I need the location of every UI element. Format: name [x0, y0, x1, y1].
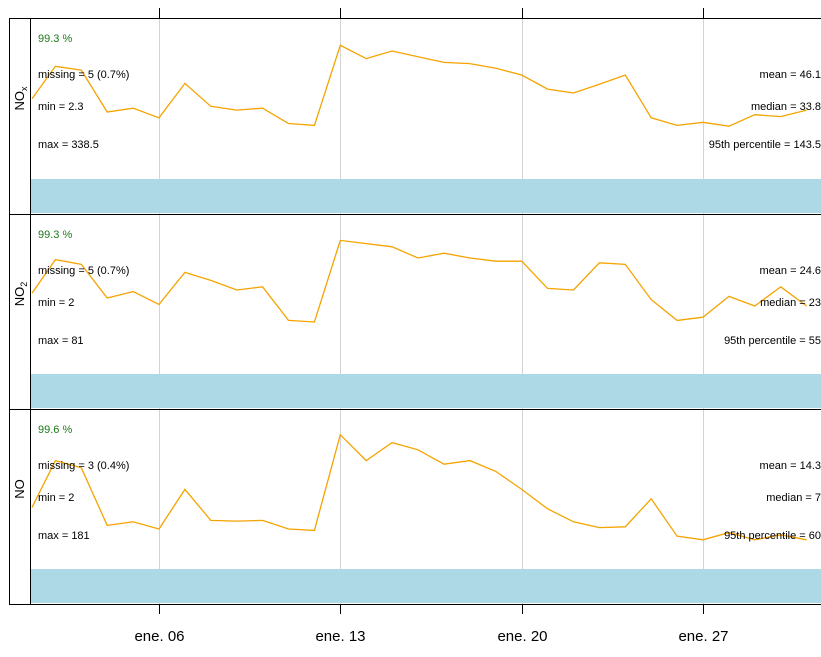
- panel-label-no: NO: [12, 479, 27, 499]
- stat-right-no2-1: mean = 24.6: [760, 265, 821, 277]
- stat-right-no-1: mean = 14.3: [760, 460, 821, 472]
- stat-right-no-3: 95th percentile = 60: [724, 530, 821, 542]
- capture-bar-no: [31, 569, 821, 603]
- panel-label-subscript: 2: [19, 282, 29, 287]
- panel-label-main: NO: [12, 91, 27, 111]
- stat-left-no2-3: max = 81: [38, 335, 84, 347]
- series-line-nox: [32, 45, 807, 126]
- stat-right-nox-3: 95th percentile = 143.5: [709, 139, 821, 151]
- capture-bar-no2: [31, 374, 821, 408]
- x-tick-label-1: ene. 06: [134, 628, 184, 645]
- panel-label-main: NO: [12, 287, 27, 307]
- series-line-no: [32, 435, 807, 540]
- x-tick-label-2: ene. 13: [315, 628, 365, 645]
- percent-no2: 99.3 %: [38, 229, 72, 241]
- stat-left-nox-3: max = 338.5: [38, 139, 99, 151]
- panel-label-main: NO: [12, 479, 27, 499]
- capture-bar-nox: [31, 179, 821, 213]
- series-line-no2: [32, 240, 807, 322]
- stat-left-nox-2: min = 2.3: [38, 101, 84, 113]
- x-tick-label-3: ene. 20: [497, 628, 547, 645]
- stat-left-no2-2: min = 2: [38, 297, 74, 309]
- stat-right-no2-2: median = 23: [760, 297, 821, 309]
- stat-left-no-3: max = 181: [38, 530, 90, 542]
- stat-left-no-2: min = 2: [38, 492, 74, 504]
- panel-label-no2: NO2: [12, 282, 29, 307]
- plot-frame: [10, 19, 821, 605]
- stat-right-no-2: median = 7: [766, 492, 821, 504]
- stat-right-nox-2: median = 33.8: [751, 101, 821, 113]
- panel-label-subscript: x: [19, 86, 29, 91]
- stat-right-nox-1: mean = 46.1: [760, 69, 821, 81]
- stat-right-no2-3: 95th percentile = 55: [724, 335, 821, 347]
- stat-left-no-1: missing = 3 (0.4%): [38, 460, 129, 472]
- percent-no: 99.6 %: [38, 424, 72, 436]
- stat-left-nox-1: missing = 5 (0.7%): [38, 69, 129, 81]
- percent-nox: 99.3 %: [38, 33, 72, 45]
- stat-left-no2-1: missing = 5 (0.7%): [38, 265, 129, 277]
- x-tick-label-4: ene. 27: [678, 628, 728, 645]
- panel-label-nox: NOx: [12, 86, 29, 111]
